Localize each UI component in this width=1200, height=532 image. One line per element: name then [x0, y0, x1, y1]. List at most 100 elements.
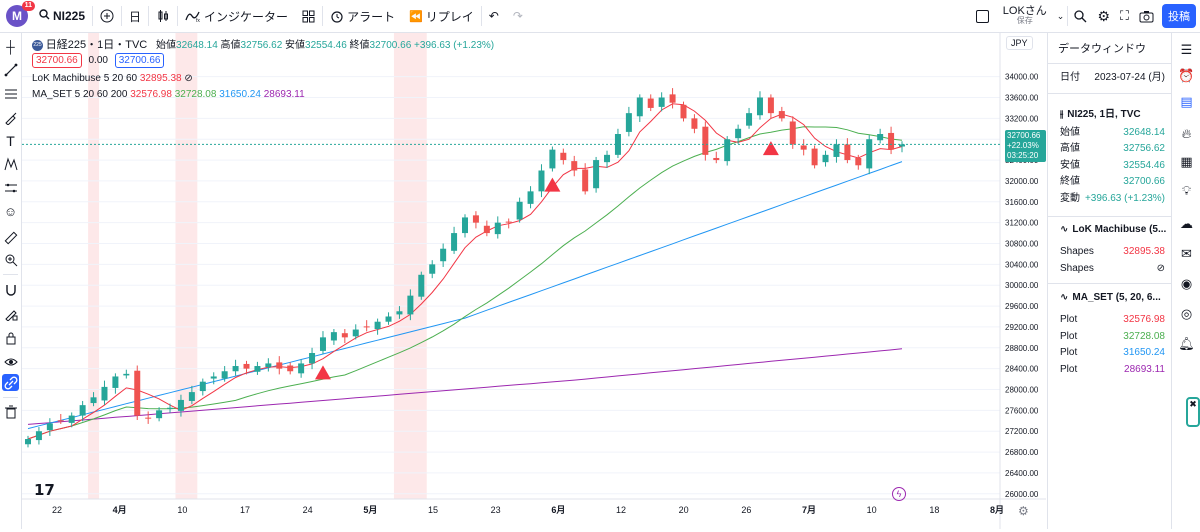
- sell-button[interactable]: 32700.66: [32, 53, 82, 68]
- hotlist-icon[interactable]: 🔥︎: [1181, 125, 1192, 141]
- candle-body: [35, 431, 42, 441]
- candle-body: [210, 376, 217, 379]
- undo-button[interactable]: ↶: [482, 0, 506, 33]
- candle-body: [702, 126, 709, 155]
- price-chart[interactable]: 34000.0033600.0033200.0032800.0032400.00…: [22, 33, 1046, 529]
- indicators-button[interactable]: fx インジケーター: [178, 0, 295, 33]
- chart-type-button[interactable]: [149, 0, 177, 33]
- wave-icon: ∿: [1060, 224, 1069, 235]
- candle-body: [735, 128, 742, 139]
- alarm-clock-icon: [331, 11, 343, 23]
- dw-ind1-row-2: Shapes ⊘: [1060, 263, 1165, 274]
- ruler-icon[interactable]: [2, 229, 19, 246]
- settings-button[interactable]: ⚙: [1092, 0, 1115, 33]
- link-icon[interactable]: [2, 374, 19, 391]
- chart-pane[interactable]: 34000.0033600.0033200.0032800.0032400.00…: [22, 33, 1046, 529]
- time-tick-label: 23: [491, 505, 501, 515]
- zoom-in-icon[interactable]: [2, 251, 19, 268]
- indicator1-section-header[interactable]: ∿ LoK Machibuse (5...: [1060, 224, 1167, 235]
- watchlist-icon[interactable]: ▤: [1180, 93, 1193, 109]
- publish-button[interactable]: 投稿: [1159, 0, 1200, 33]
- candle-body: [79, 405, 86, 416]
- fullscreen-button[interactable]: ⛶: [1115, 0, 1134, 33]
- save-layout-button[interactable]: LOKさん 保存: [1002, 5, 1047, 26]
- trash-icon[interactable]: [2, 403, 19, 420]
- list-icon[interactable]: ☰: [1180, 41, 1193, 57]
- layout-templates-button[interactable]: [295, 0, 322, 33]
- trendline-icon[interactable]: [2, 61, 19, 78]
- time-tick-label: 17: [240, 505, 250, 515]
- price-tick-label: 30000.00: [1005, 281, 1039, 290]
- pattern-icon[interactable]: [2, 155, 19, 172]
- interval-button[interactable]: 日: [129, 9, 142, 24]
- ideas-icon[interactable]: 💡︎: [1181, 182, 1192, 198]
- layout-checkbox[interactable]: [969, 0, 996, 33]
- candle-body: [363, 326, 370, 328]
- crosshair-icon[interactable]: ┼: [6, 39, 15, 54]
- replay-button[interactable]: ⏪ リプレイ: [409, 9, 474, 24]
- symbol-section-header[interactable]: ⫲ NI225, 1日, TVC: [1060, 109, 1141, 120]
- candle-body: [669, 94, 676, 103]
- legend-high-value: 32756.62: [240, 40, 283, 51]
- symbol-search-button[interactable]: NI225: [32, 0, 92, 33]
- bell-icon[interactable]: 🔔︎: [1178, 335, 1195, 351]
- fib-retracement-icon[interactable]: [2, 85, 19, 102]
- time-tick-label: 7月: [802, 505, 816, 515]
- prediction-icon[interactable]: [2, 179, 19, 196]
- time-tick-label: 5月: [363, 505, 377, 515]
- user-avatar[interactable]: M 11: [6, 1, 35, 27]
- notification-badge: 11: [21, 1, 35, 11]
- lightning-icon[interactable]: ϟ: [892, 487, 906, 501]
- chat-icon[interactable]: ☁: [1180, 215, 1193, 231]
- dw-open-row: 始値 32648.14: [1060, 127, 1165, 138]
- quick-search-button[interactable]: [1068, 0, 1092, 33]
- price-tick-label: 33200.00: [1005, 114, 1039, 123]
- candle-body: [746, 113, 753, 126]
- price-tick-label: 28000.00: [1005, 386, 1039, 395]
- rewind-icon: ⏪: [409, 10, 423, 23]
- alarm-icon[interactable]: ⏰: [1178, 67, 1195, 83]
- indicator-legend-2[interactable]: MA_SET 5 20 60 200 32576.98 32728.08 316…: [32, 89, 305, 100]
- buy-button[interactable]: 32700.66: [114, 53, 165, 68]
- candle-body: [811, 148, 818, 166]
- redo-button[interactable]: ↷: [506, 0, 530, 33]
- indicator2-value-4: 28693.11: [263, 89, 305, 100]
- legend-title[interactable]: 日経225・1日・TVC: [45, 39, 148, 51]
- price-tick-label: 30800.00: [1005, 240, 1039, 249]
- alert-button[interactable]: アラート: [323, 0, 402, 33]
- candle-body: [101, 386, 108, 401]
- dw-close-row: 終値 32700.66: [1060, 176, 1165, 187]
- magnet-icon[interactable]: [2, 281, 19, 298]
- compare-symbol-button[interactable]: [93, 0, 121, 33]
- emoji-icon[interactable]: ☺: [3, 204, 18, 219]
- axis-settings-gear-icon[interactable]: ⚙: [1018, 504, 1029, 518]
- candle-body: [440, 248, 447, 262]
- redo-icon: ↷: [512, 9, 523, 23]
- dw-ind1-row-1: Shapes 32895.38: [1060, 246, 1165, 257]
- plus-circle-icon: [100, 9, 114, 23]
- ma60-line: [27, 161, 903, 430]
- notes-icon[interactable]: ✉: [1181, 245, 1192, 261]
- candle-body: [833, 144, 840, 157]
- pencil-lock-icon[interactable]: [2, 305, 19, 322]
- price-tick-label: 26800.00: [1005, 448, 1039, 457]
- close-widget-icon[interactable]: ✖: [1186, 397, 1200, 427]
- podcast-icon[interactable]: ◉: [1180, 275, 1193, 291]
- price-tick-label: 26000.00: [1005, 490, 1039, 499]
- calendar-icon[interactable]: ▦: [1180, 153, 1193, 169]
- candle-body: [571, 161, 578, 171]
- stream-icon[interactable]: ◎: [1180, 305, 1193, 321]
- candle-body: [691, 118, 698, 129]
- snapshot-button[interactable]: [1134, 0, 1159, 33]
- lock-icon[interactable]: [2, 329, 19, 346]
- svg-text:fx: fx: [196, 18, 200, 22]
- brush-icon[interactable]: [2, 109, 19, 126]
- save-dropdown-button[interactable]: ⌄: [1054, 0, 1068, 33]
- text-tool-icon[interactable]: T: [6, 132, 15, 149]
- indicator2-value-2: 32728.08: [174, 89, 217, 100]
- eye-icon[interactable]: [2, 353, 19, 370]
- indicator2-section-header[interactable]: ∿ MA_SET (5, 20, 6...: [1060, 292, 1161, 303]
- candle-body: [472, 215, 479, 223]
- indicator-legend-1[interactable]: LoK Machibuse 5 20 60 32895.38 ⊘: [32, 73, 193, 84]
- currency-selector[interactable]: JPY: [1006, 36, 1033, 50]
